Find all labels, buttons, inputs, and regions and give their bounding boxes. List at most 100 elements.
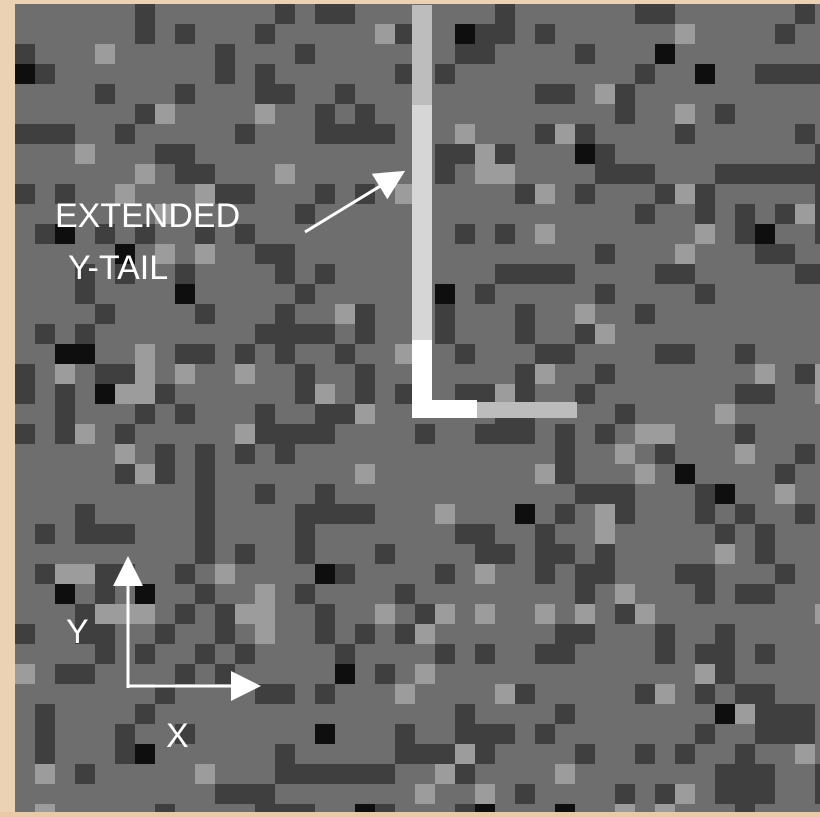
pixel bbox=[315, 324, 335, 344]
pixel bbox=[295, 44, 315, 64]
pixel bbox=[515, 684, 535, 704]
pixel bbox=[175, 344, 195, 364]
pixel bbox=[135, 744, 155, 764]
pixel bbox=[595, 544, 615, 564]
pixel bbox=[495, 224, 515, 244]
pixel bbox=[155, 104, 175, 124]
pixel bbox=[175, 564, 195, 584]
pixel bbox=[295, 764, 315, 784]
pixel bbox=[315, 124, 335, 144]
pixel bbox=[235, 124, 255, 144]
pixel bbox=[715, 164, 735, 184]
pixel bbox=[175, 144, 195, 164]
pixel bbox=[475, 164, 495, 184]
pixel bbox=[695, 684, 715, 704]
pixel bbox=[535, 184, 555, 204]
pixel bbox=[795, 264, 815, 284]
pixel bbox=[235, 544, 255, 564]
pixel bbox=[75, 284, 95, 304]
pixel bbox=[555, 624, 575, 644]
pixel bbox=[815, 224, 820, 244]
pixel bbox=[255, 624, 275, 644]
pixel bbox=[55, 124, 75, 144]
pixel bbox=[335, 4, 355, 24]
pixel bbox=[275, 164, 295, 184]
pixel bbox=[555, 424, 575, 444]
pixel bbox=[735, 204, 755, 224]
pixel bbox=[295, 504, 315, 524]
pixel bbox=[815, 384, 820, 404]
pixel bbox=[255, 784, 275, 804]
pixel bbox=[335, 124, 355, 144]
pixel bbox=[35, 804, 55, 812]
pixel bbox=[535, 604, 555, 624]
pixel bbox=[715, 484, 735, 504]
pixel bbox=[675, 464, 695, 484]
pixel bbox=[495, 724, 515, 744]
pixel bbox=[475, 44, 495, 64]
annotation-label: EXTENDED bbox=[55, 197, 240, 235]
pixel bbox=[115, 604, 135, 624]
pixel bbox=[675, 564, 695, 584]
pixel bbox=[35, 724, 55, 744]
pixel bbox=[595, 324, 615, 344]
pixel bbox=[55, 364, 75, 384]
pixel bbox=[815, 264, 820, 284]
pixel bbox=[615, 104, 635, 124]
pixel bbox=[635, 604, 655, 624]
pixel bbox=[115, 124, 135, 144]
pixel bbox=[335, 664, 355, 684]
pixel bbox=[135, 644, 155, 664]
pixel bbox=[255, 324, 275, 344]
pixel bbox=[655, 624, 675, 644]
pixel bbox=[715, 644, 735, 664]
pixel bbox=[135, 404, 155, 424]
pixel bbox=[255, 404, 275, 424]
pixel bbox=[455, 144, 475, 164]
pixel bbox=[715, 404, 735, 424]
pixel bbox=[655, 444, 675, 464]
pixel bbox=[755, 684, 775, 704]
pixel bbox=[235, 344, 255, 364]
pixel bbox=[495, 264, 515, 284]
pixel bbox=[35, 524, 55, 544]
pixel bbox=[755, 364, 775, 384]
pixel bbox=[635, 4, 655, 24]
pixel bbox=[235, 644, 255, 664]
pixel bbox=[715, 624, 735, 644]
pixel bbox=[75, 144, 95, 164]
pixel bbox=[435, 304, 455, 324]
pixel bbox=[415, 604, 435, 624]
pixel bbox=[115, 564, 135, 584]
pixel bbox=[255, 424, 275, 444]
pixel bbox=[775, 164, 795, 184]
pixel bbox=[235, 444, 255, 464]
axis-label: X bbox=[166, 717, 189, 755]
pixel bbox=[95, 584, 115, 604]
pixel bbox=[55, 384, 75, 404]
detector-image: EXTENDED Y-TAIL Y X bbox=[0, 0, 820, 812]
pixel bbox=[275, 4, 295, 24]
pixel bbox=[535, 124, 555, 144]
pixel bbox=[815, 184, 820, 204]
pixel bbox=[575, 144, 595, 164]
pixel bbox=[15, 44, 35, 64]
pixel bbox=[595, 504, 615, 524]
pixel bbox=[435, 744, 455, 764]
pixel bbox=[355, 364, 375, 384]
pixel bbox=[295, 424, 315, 444]
pixel bbox=[75, 324, 95, 344]
pixel bbox=[575, 44, 595, 64]
pixel bbox=[795, 204, 815, 224]
pixel bbox=[755, 544, 775, 564]
pixel bbox=[175, 364, 195, 384]
pixel bbox=[235, 364, 255, 384]
pixel bbox=[575, 564, 595, 584]
pixel bbox=[255, 584, 275, 604]
pixel bbox=[335, 84, 355, 104]
pixel bbox=[35, 324, 55, 344]
pixel bbox=[795, 124, 815, 144]
pixel bbox=[295, 284, 315, 304]
pixel bbox=[15, 384, 35, 404]
pixel bbox=[15, 184, 35, 204]
